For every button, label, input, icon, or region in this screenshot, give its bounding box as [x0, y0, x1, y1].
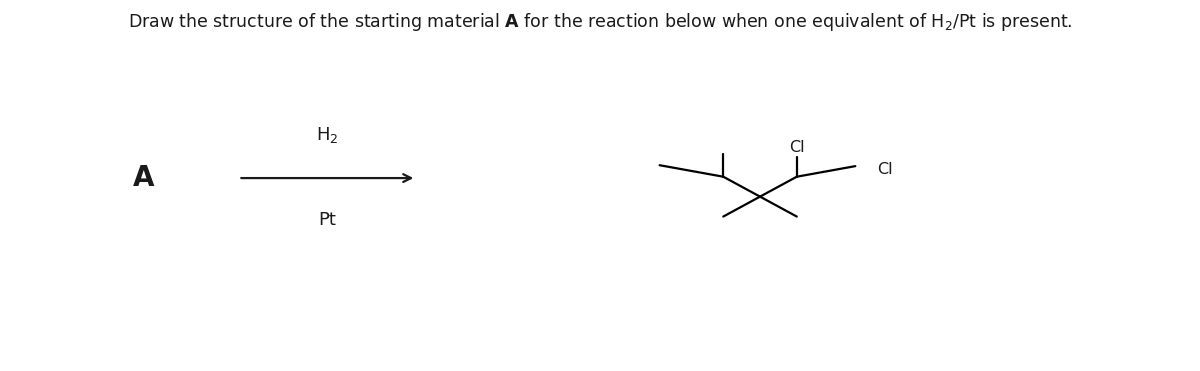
Text: Pt: Pt — [318, 211, 336, 230]
Text: H$_2$: H$_2$ — [316, 125, 338, 145]
Text: Cl: Cl — [788, 140, 804, 155]
Text: A: A — [133, 164, 155, 192]
Text: Cl: Cl — [877, 162, 893, 177]
Text: Draw the structure of the starting material $\mathbf{A}$ for the reaction below : Draw the structure of the starting mater… — [127, 11, 1073, 33]
